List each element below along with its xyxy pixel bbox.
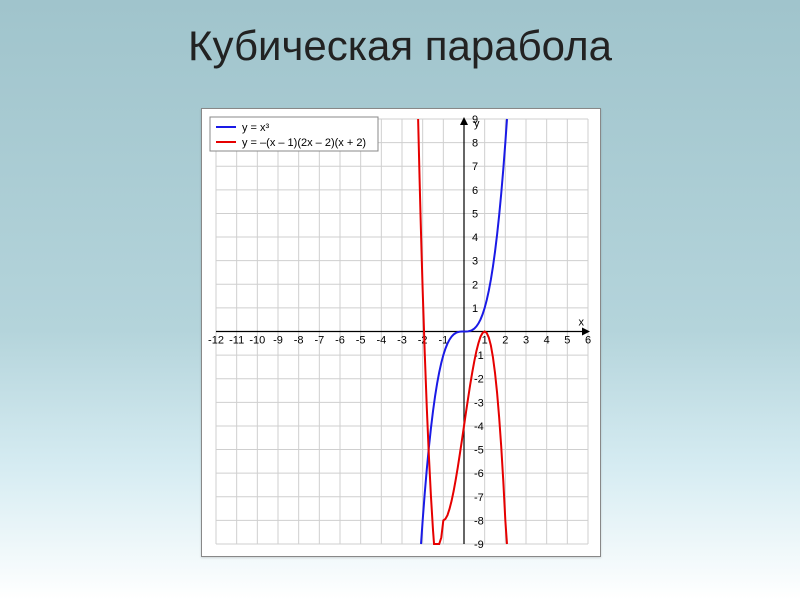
svg-text:-5: -5 [474,445,484,457]
svg-text:-9: -9 [474,539,484,551]
svg-text:2: 2 [502,335,508,347]
svg-text:-7: -7 [474,492,484,504]
svg-text:-12: -12 [208,335,224,347]
svg-text:-8: -8 [294,335,304,347]
svg-text:-7: -7 [314,335,324,347]
page-title: Кубическая парабола [0,0,800,70]
svg-text:8: 8 [472,138,478,150]
svg-text:-10: -10 [249,335,265,347]
svg-text:4: 4 [472,232,478,244]
svg-text:-4: -4 [474,421,484,433]
svg-text:-3: -3 [397,335,407,347]
svg-text:-2: -2 [418,335,428,347]
svg-text:-4: -4 [376,335,386,347]
slide: Кубическая парабола xy-12-11-10-9-8-7-6-… [0,0,800,600]
svg-text:5: 5 [472,208,478,220]
axes: xy [216,117,590,544]
chart-container: xy-12-11-10-9-8-7-6-5-4-3-2-1123456-9-8-… [201,108,601,557]
svg-text:-11: -11 [229,335,244,347]
svg-text:x: x [579,317,585,329]
tick-labels: -12-11-10-9-8-7-6-5-4-3-2-1123456-9-8-7-… [208,114,591,551]
svg-text:-6: -6 [474,468,484,480]
chart-svg: xy-12-11-10-9-8-7-6-5-4-3-2-1123456-9-8-… [202,109,600,556]
svg-text:7: 7 [472,161,478,173]
svg-text:1: 1 [472,303,478,315]
svg-text:6: 6 [585,335,591,347]
svg-text:6: 6 [472,185,478,197]
svg-text:y = –(x – 1)(2x – 2)(x + 2): y = –(x – 1)(2x – 2)(x + 2) [242,137,366,149]
svg-text:5: 5 [564,335,570,347]
svg-text:3: 3 [472,256,478,268]
svg-text:4: 4 [544,335,550,347]
legend: y = x³ y = –(x – 1)(2x – 2)(x + 2) [210,117,378,151]
svg-text:3: 3 [523,335,529,347]
svg-text:-3: -3 [474,397,484,409]
svg-text:-9: -9 [273,335,283,347]
svg-text:y = x³: y = x³ [242,122,270,134]
svg-text:-6: -6 [335,335,345,347]
svg-text:-2: -2 [474,374,484,386]
svg-text:1: 1 [482,335,488,347]
svg-text:-5: -5 [356,335,366,347]
svg-text:2: 2 [472,279,478,291]
svg-text:9: 9 [472,114,478,126]
svg-text:-8: -8 [474,515,484,527]
